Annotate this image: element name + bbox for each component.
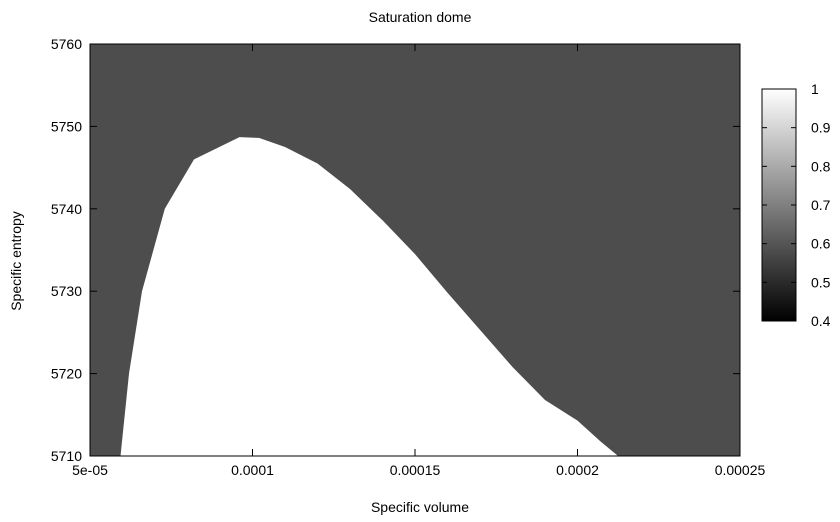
x-axis: 5e-05 0.0001 0.00015 0.0002 0.00025 bbox=[72, 44, 766, 478]
chart-title: Saturation dome bbox=[369, 9, 472, 25]
y-tick-label: 5740 bbox=[51, 201, 82, 217]
x-tick-label: 5e-05 bbox=[72, 462, 108, 478]
plot-area bbox=[90, 44, 740, 456]
x-tick-label: 0.00015 bbox=[390, 462, 441, 478]
colorbar-gradient bbox=[761, 88, 797, 322]
colorbar-tick-label: 1 bbox=[811, 81, 819, 97]
heatmap-region-inside-dome bbox=[120, 137, 619, 456]
colorbar-tick-label: 0.9 bbox=[811, 120, 831, 136]
y-tick-label: 5730 bbox=[51, 283, 82, 299]
colorbar-ticks: 1 0.9 0.8 0.7 0.6 0.5 0.4 bbox=[762, 81, 831, 329]
x-tick-label: 0.00025 bbox=[715, 462, 766, 478]
y-tick-label: 5710 bbox=[51, 448, 82, 464]
colorbar-tick-label: 0.8 bbox=[811, 158, 831, 174]
y-tick-label: 5760 bbox=[51, 36, 82, 52]
colorbar-tick-label: 0.4 bbox=[811, 313, 831, 329]
colorbar-tick-label: 0.5 bbox=[811, 274, 831, 290]
y-tick-label: 5750 bbox=[51, 118, 82, 134]
colorbar: 1 0.9 0.8 0.7 0.6 0.5 0.4 bbox=[761, 81, 831, 329]
colorbar-tick-label: 0.7 bbox=[811, 197, 831, 213]
y-axis-title: Specific entropy bbox=[8, 211, 24, 311]
x-tick-label: 0.0001 bbox=[231, 462, 274, 478]
y-tick-label: 5720 bbox=[51, 366, 82, 382]
x-axis-title: Specific volume bbox=[371, 499, 469, 515]
y-axis: 5710 5720 5730 5740 5750 5760 bbox=[51, 36, 740, 464]
colorbar-tick-label: 0.6 bbox=[811, 236, 831, 252]
x-tick-label: 0.0002 bbox=[556, 462, 599, 478]
